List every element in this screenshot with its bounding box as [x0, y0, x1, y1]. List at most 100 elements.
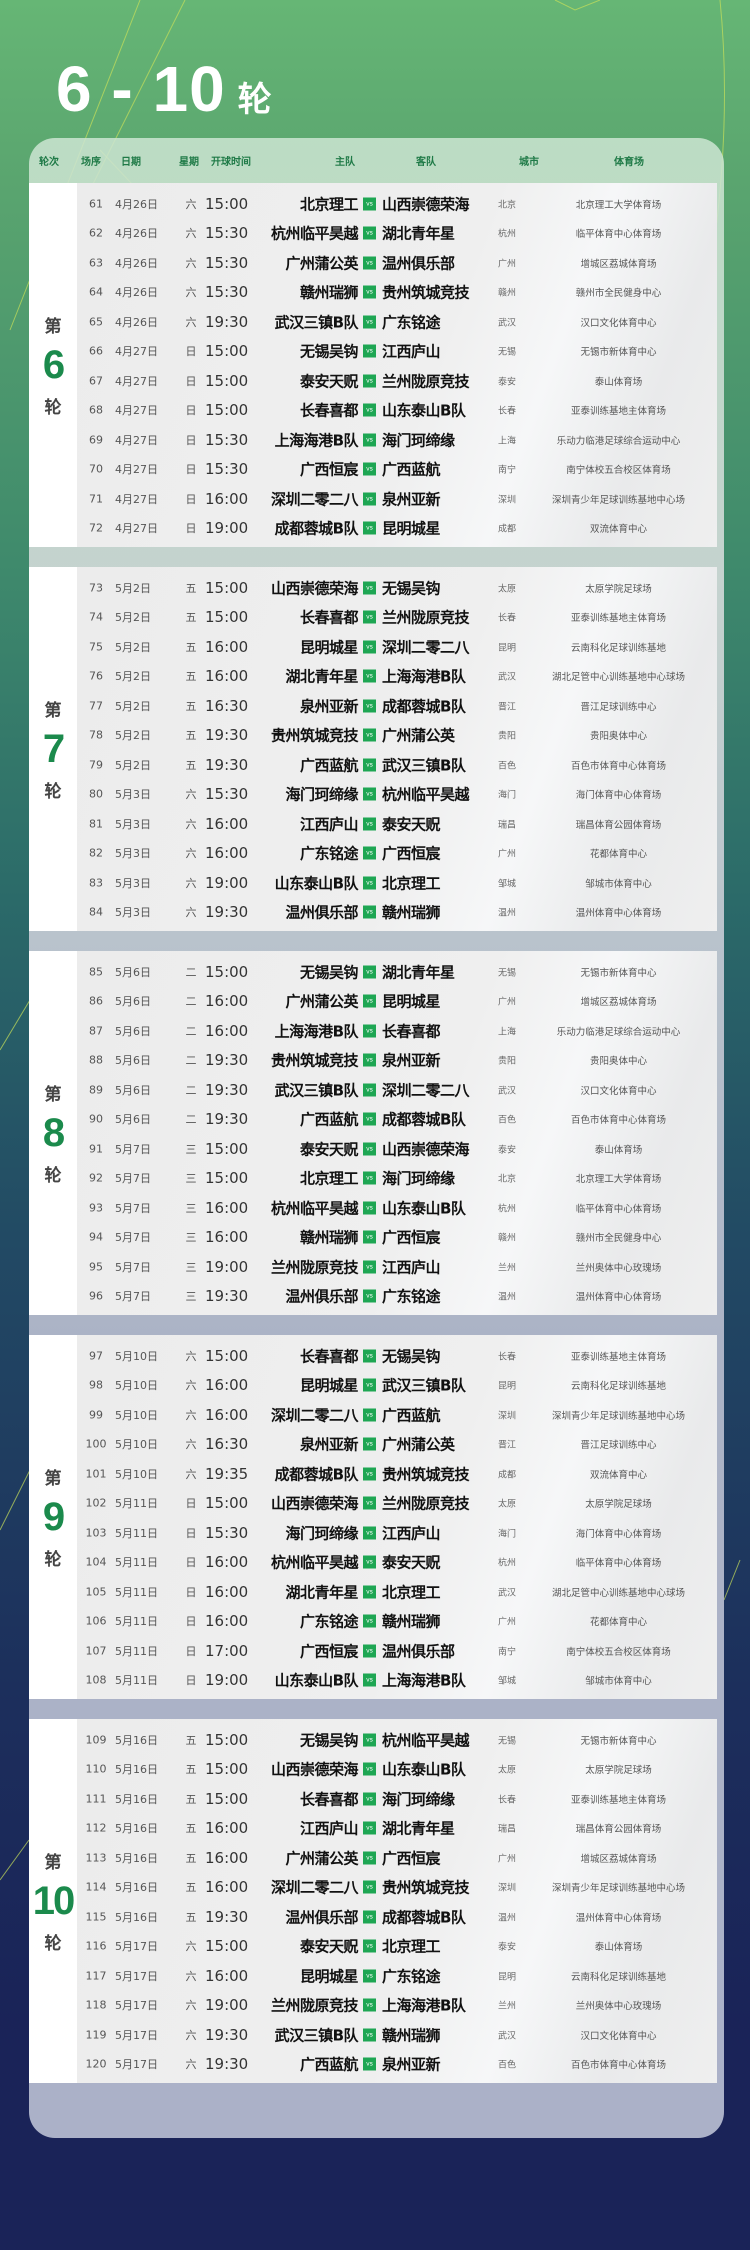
vs-badge-icon: vs — [363, 1555, 376, 1569]
match-date: 5月7日 — [115, 1231, 151, 1245]
kickoff-time: 16:00 — [205, 1376, 249, 1395]
city: 泰安 — [497, 1942, 516, 1953]
home-team: 广州蒲公英 — [285, 254, 358, 273]
home-team: 广西蓝航 — [299, 756, 359, 775]
header-city: 城市 — [519, 157, 539, 168]
match-number: 62 — [89, 226, 103, 240]
match-row: 75 5月2日 五 16:00 昆明城星 vs 深圳二零二八 昆明 云南科化足球训练基地 — [77, 632, 717, 662]
match-row: 68 4月27日 日 15:00 长春喜都 vs 山东泰山B队 长春 亚泰训练基地主体育场 — [77, 396, 717, 426]
stadium: 无锡市新体育中心 — [580, 967, 657, 979]
city: 昆明 — [497, 1972, 516, 1983]
city: 长春 — [497, 613, 516, 624]
vs-badge-icon: vs — [363, 876, 376, 890]
away-team: 广西蓝航 — [382, 460, 441, 479]
home-team: 上海海港B队 — [274, 431, 359, 450]
city: 兰州 — [497, 2001, 516, 2012]
kickoff-time: 19:00 — [205, 1996, 249, 2015]
vs-badge-icon: vs — [363, 1378, 376, 1392]
city: 温州 — [497, 1913, 516, 1924]
kickoff-time: 15:00 — [205, 1789, 249, 1808]
city: 无锡 — [497, 347, 516, 358]
match-row: 109 5月16日 五 15:00 无锡吴钩 vs 杭州临平昊越 无锡 无锡市新体育中心 — [77, 1725, 717, 1755]
away-team: 温州俱乐部 — [382, 254, 455, 273]
home-team: 武汉三镇B队 — [274, 313, 359, 332]
match-number: 90 — [89, 1112, 103, 1126]
away-team: 广州蒲公英 — [382, 1435, 455, 1454]
away-team: 泉州亚新 — [382, 2055, 441, 2074]
match-weekday: 六 — [185, 1438, 197, 1452]
match-number: 100 — [85, 1437, 107, 1451]
home-team: 昆明城星 — [299, 1967, 359, 1986]
vs-badge-icon: vs — [363, 581, 376, 595]
home-team: 山东泰山B队 — [274, 1671, 359, 1690]
stadium: 双流体育中心 — [589, 1469, 647, 1481]
home-team: 山西崇德荣海 — [270, 579, 359, 598]
kickoff-time: 19:30 — [205, 755, 249, 774]
title-suffix: 轮 — [237, 80, 272, 120]
away-team: 湖北青年星 — [382, 224, 455, 243]
match-number: 73 — [89, 581, 103, 595]
match-row: 90 5月6日 二 19:30 广西蓝航 vs 成都蓉城B队 百色 百色市体育中心体育场 — [77, 1105, 717, 1135]
city: 上海 — [497, 436, 516, 447]
match-number: 69 — [89, 433, 103, 447]
stadium: 深圳青少年足球训练基地中心场 — [551, 1410, 685, 1422]
match-row: 63 4月26日 六 15:30 广州蒲公英 vs 温州俱乐部 广州 增城区荔城体育场 — [77, 248, 717, 278]
match-weekday: 六 — [185, 817, 197, 831]
city: 长春 — [497, 1352, 516, 1363]
match-weekday: 六 — [185, 1379, 197, 1393]
match-number: 85 — [89, 965, 103, 979]
away-team: 兰州陇原竞技 — [382, 372, 470, 391]
round-suffix: 轮 — [44, 1934, 62, 1954]
stadium: 海门体育中心体育场 — [575, 790, 662, 802]
vs-badge-icon: vs — [363, 905, 376, 919]
match-date: 5月2日 — [115, 611, 151, 625]
schedule-table: 轮次 场序 日期 星期 开球时间 主队 客队 城市 体育场 第 6 轮 61 4月26日六 15:00 北京… — [29, 138, 724, 2138]
stadium: 兰州奥体中心玫瑰场 — [575, 2001, 662, 2013]
vs-badge-icon: vs — [363, 1526, 376, 1540]
stadium: 无锡市新体育中心 — [580, 347, 657, 359]
stadium: 北京理工大学体育场 — [575, 1174, 662, 1186]
away-team: 昆明城星 — [382, 992, 441, 1011]
home-team: 温州俱乐部 — [285, 1908, 358, 1927]
home-team: 泉州亚新 — [299, 697, 359, 716]
stadium: 深圳青少年足球训练基地中心场 — [551, 1883, 685, 1895]
city: 百色 — [497, 2060, 516, 2071]
match-list: 85 5月6日二 15:00 无锡吴钩 vs 湖北青年星 无锡 无锡市新体育中心 86 5月6日二… — [77, 951, 717, 1315]
match-number: 66 — [89, 344, 103, 358]
kickoff-time: 19:00 — [205, 1671, 249, 1690]
kickoff-time: 15:00 — [205, 962, 249, 981]
city: 温州 — [497, 1292, 516, 1303]
kickoff-time: 15:00 — [205, 1494, 249, 1513]
home-team: 昆明城星 — [299, 1376, 359, 1395]
away-team: 泉州亚新 — [382, 490, 441, 509]
match-date: 5月2日 — [115, 729, 151, 743]
kickoff-time: 15:00 — [205, 401, 249, 420]
city: 武汉 — [497, 672, 516, 683]
kickoff-time: 16:30 — [205, 696, 249, 715]
home-team: 武汉三镇B队 — [274, 2026, 359, 2045]
away-team: 泰安天贶 — [382, 1553, 441, 1572]
vs-badge-icon: vs — [363, 1880, 376, 1894]
vs-badge-icon: vs — [363, 1230, 376, 1244]
round-panel-6: 第 6 轮 61 4月26日六 15:00 北京理工 vs 山西崇德荣海 北京 北京理工大学体育场 6… — [29, 183, 724, 547]
match-date: 5月6日 — [115, 1113, 151, 1127]
stadium: 海门体育中心体育场 — [575, 1528, 662, 1540]
match-weekday: 日 — [185, 1585, 197, 1599]
kickoff-time: 15:30 — [205, 253, 249, 272]
match-number: 113 — [85, 1851, 107, 1865]
match-row: 119 5月17日 六 19:30 武汉三镇B队 vs 赣州瑞狮 武汉 汉口文化体育中心 — [77, 2020, 717, 2050]
match-number: 111 — [85, 1792, 107, 1806]
home-team: 无锡吴钩 — [299, 1731, 359, 1750]
match-row: 89 5月6日 二 19:30 武汉三镇B队 vs 深圳二零二八 武汉 汉口文化体育中心 — [77, 1075, 717, 1105]
match-row: 61 4月26日 六 15:00 北京理工 vs 山西崇德荣海 北京 北京理工大学体育场 — [77, 189, 717, 219]
city: 海门 — [497, 790, 516, 801]
match-number: 102 — [85, 1496, 107, 1510]
match-row: 95 5月7日 三 19:00 兰州陇原竞技 vs 江西庐山 兰州 兰州奥体中心玫瑰场 — [77, 1252, 717, 1282]
match-weekday: 五 — [185, 640, 197, 654]
home-team: 江西庐山 — [299, 1819, 359, 1838]
round-suffix: 轮 — [44, 398, 62, 418]
round-number: 7 — [42, 727, 65, 771]
kickoff-time: 15:00 — [205, 371, 249, 390]
vs-badge-icon: vs — [363, 315, 376, 329]
vs-badge-icon: vs — [363, 1939, 376, 1953]
